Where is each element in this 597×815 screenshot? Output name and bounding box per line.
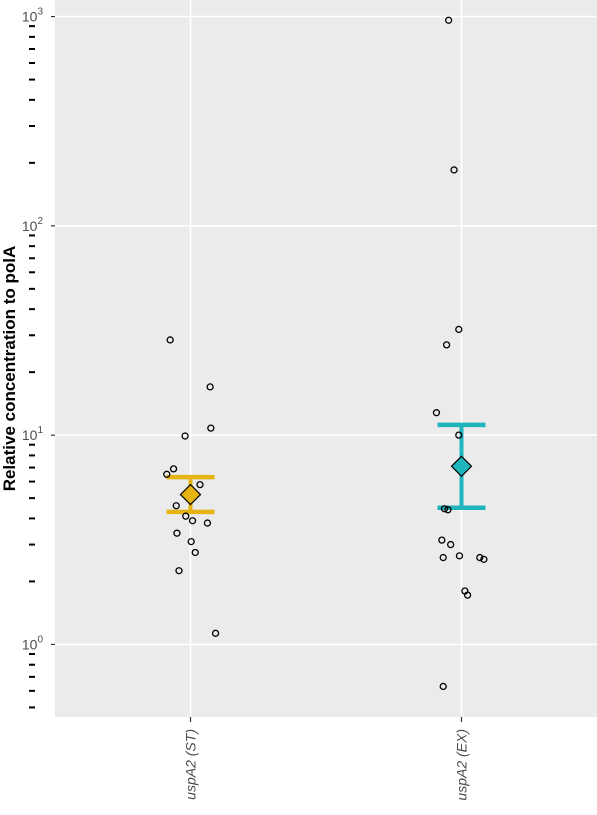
x-tick-label: uspA2 (EX): [454, 729, 470, 801]
data-point: [480, 555, 488, 563]
data-point: [175, 567, 183, 575]
data-point: [187, 537, 195, 546]
y-tick-label: 101: [22, 425, 44, 443]
data-point: [181, 432, 189, 440]
data-point: [203, 519, 212, 527]
data-point: [447, 540, 455, 549]
y-axis-title: Relative concentration to polA: [0, 246, 19, 492]
data-marks: [163, 16, 488, 691]
data-point: [439, 682, 447, 691]
y-tick-label: 100: [22, 634, 44, 652]
data-point: [450, 166, 458, 174]
data-point: [442, 341, 451, 349]
data-point: [169, 465, 178, 473]
x-axis: uspA2 (ST) uspA2 (EX): [183, 717, 470, 801]
data-point: [182, 512, 190, 520]
y-tick-label: 103: [22, 7, 44, 25]
data-point: [444, 16, 453, 24]
data-point: [476, 553, 484, 562]
data-point: [440, 505, 449, 513]
data-point: [455, 325, 463, 334]
data-point: [207, 424, 215, 432]
data-point: [463, 591, 472, 599]
y-tick-label: 102: [22, 216, 44, 234]
data-point: [432, 409, 441, 417]
data-point: [211, 629, 220, 637]
data-point: [173, 529, 181, 537]
y-axis: 100 101 102 103: [22, 7, 55, 709]
data-point: [172, 502, 180, 510]
data-point: [438, 536, 446, 544]
data-point: [166, 336, 174, 344]
data-point: [196, 480, 204, 489]
data-point: [163, 470, 171, 478]
plot-panel: [55, 0, 597, 717]
mean-marker: [179, 483, 202, 506]
data-point: [439, 553, 447, 562]
data-point: [191, 548, 199, 557]
gridlines: [55, 0, 597, 717]
group-1: [432, 16, 488, 691]
mean-marker: [450, 455, 473, 478]
data-point: [444, 506, 452, 514]
group-0: [163, 336, 220, 637]
x-tick-label: uspA2 (ST): [183, 729, 199, 800]
data-point: [188, 517, 197, 525]
data-point: [455, 431, 463, 439]
data-point: [455, 552, 464, 560]
data-point: [206, 383, 214, 391]
